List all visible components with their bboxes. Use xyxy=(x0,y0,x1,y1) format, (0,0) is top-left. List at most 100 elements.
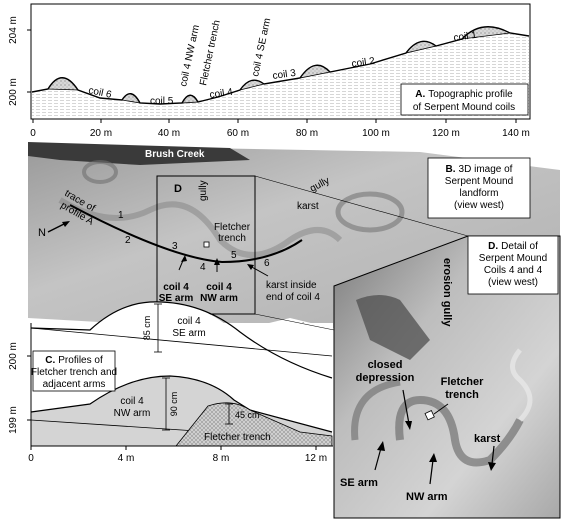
svg-text:Serpent Mound: Serpent Mound xyxy=(445,176,513,187)
coil-3-label: coil 3 xyxy=(272,68,297,82)
se-arm-d-label: SE arm xyxy=(340,477,378,489)
fletcher-trench-marker xyxy=(203,241,210,248)
panel-a-x-axis: 0 20 m 40 m 60 m 80 m 100 m 120 m 140 m xyxy=(30,119,530,139)
karst-inside-line1: karst inside xyxy=(266,280,317,291)
coil-number: 4 xyxy=(200,262,206,273)
panel-a-x-tick: 20 m xyxy=(90,128,112,139)
topographic-profile-line xyxy=(31,26,530,105)
karst-label: karst xyxy=(297,201,319,212)
brush-creek-label: Brush Creek xyxy=(145,149,205,160)
closed-depression-line2: depression xyxy=(356,372,415,384)
panel-a-caption: A. Topographic profile of Serpent Mound c… xyxy=(400,83,529,116)
panel-c-y-bottom: 199 m xyxy=(8,406,19,434)
serpent-body xyxy=(58,197,343,258)
panel-a-x-tick: 140 m xyxy=(502,128,530,139)
nw-height-label: 90 cm xyxy=(169,392,179,417)
trench-depth-label: 45 cm xyxy=(235,410,260,420)
fletcher-line1: Fletcher xyxy=(441,376,485,388)
svg-text:adjacent arms: adjacent arms xyxy=(43,379,106,390)
fletcher-d-leader xyxy=(433,403,449,415)
panel-c-caption: C. Profiles of Fletcher trench and adjace… xyxy=(31,350,117,392)
detail-connector xyxy=(254,175,469,237)
coil-tail xyxy=(82,160,118,184)
coil-4-se-arm-b: coil 4 SE arm xyxy=(159,282,194,304)
brush-creek-band xyxy=(28,142,250,165)
closed-depression-arrow xyxy=(402,389,410,425)
panel-c-x-tick: 8 m xyxy=(213,453,230,464)
panel-c: 200 m 199 m 0 4 m 8 m 12 m 85 cm coil 4 … xyxy=(8,301,333,464)
coil-number: 3 xyxy=(172,241,178,252)
nw-arm-line1: coil 4 xyxy=(120,396,144,407)
coil-number: 2 xyxy=(125,235,131,246)
serpent-arm-ridge xyxy=(395,395,524,467)
svg-text:D.Detail of: D. Detail of xyxy=(488,241,538,252)
panel-a-x-tick: 40 m xyxy=(158,128,180,139)
panel-a-x-tick: 60 m xyxy=(227,128,249,139)
panel-a: 204 m 200 m 0 20 m 40 m 60 m 80 m 100 m … xyxy=(8,3,531,139)
arrow-head-icon xyxy=(377,441,385,451)
svg-text:Serpent Mound: Serpent Mound xyxy=(479,253,547,264)
panel-c-x-tick: 4 m xyxy=(118,453,135,464)
panel-a-x-tick: 100 m xyxy=(362,128,390,139)
se-arm-line2: SE arm xyxy=(172,328,205,339)
panel-a-x-tick: 80 m xyxy=(296,128,318,139)
panel-c-y-top: 200 m xyxy=(8,342,19,370)
coil-6-label: coil 6 xyxy=(87,85,113,101)
fletcher-trench-d-marker xyxy=(424,410,435,421)
detail-d-marker: D xyxy=(174,183,182,195)
panel-d: D. Detail of Serpent Mound Coils 4 and 4 … xyxy=(333,235,561,519)
erosion-gully-label: erosion gully xyxy=(441,258,453,327)
se-arm-arrow xyxy=(374,447,382,471)
serpent-arm-ridge xyxy=(351,378,401,441)
serpent-arm-highlight xyxy=(510,348,533,422)
coil-4-nw-arm-b: coil 4 NW arm xyxy=(200,282,238,304)
nw-arm-profile xyxy=(30,375,333,433)
coil-5-label: coil 5 xyxy=(150,96,174,107)
svg-text:A.Topographic profile: A. Topographic profile xyxy=(415,89,513,100)
panel-c-x-tick: 12 m xyxy=(305,453,327,464)
fletcher-line2: trench xyxy=(445,389,479,401)
svg-text:B.3D image of: B. 3D image of xyxy=(446,164,513,175)
se-arm-base xyxy=(30,327,333,357)
trench-label: Fletcher trench xyxy=(204,432,271,443)
nw-arm-line2: NW arm xyxy=(114,408,151,419)
coil-number: 6 xyxy=(264,258,270,269)
panel-a-x-tick: 0 xyxy=(30,128,36,139)
fletcher-trench-fill xyxy=(175,402,333,447)
se-height-label: 85 cm xyxy=(142,316,152,341)
karst-d-label: karst xyxy=(474,433,501,445)
panel-a-x-tick: 120 m xyxy=(432,128,460,139)
coil-number: 1 xyxy=(118,210,124,221)
karst-inside-line2: end of coil 4 xyxy=(266,292,320,303)
coil-2-label: coil 2 xyxy=(351,56,376,70)
arrow-head-icon xyxy=(488,462,496,471)
svg-text:Fletcher trench and: Fletcher trench and xyxy=(31,367,117,378)
coil-number: 5 xyxy=(231,250,237,261)
gully-shadow xyxy=(356,295,430,360)
panel-a-y-top: 204 m xyxy=(8,16,19,44)
detail-connector xyxy=(254,313,335,331)
panel-a-caption-line2: of Serpent Mound coils xyxy=(413,102,515,113)
north-arrow-icon: N xyxy=(38,221,70,239)
oval-embankment xyxy=(335,191,405,233)
se-arm-profile xyxy=(30,301,333,379)
coil-1-label: coil 1 xyxy=(453,30,478,44)
terrain-3d-image xyxy=(28,145,560,330)
svg-text:Coils 4 and 4: Coils 4 and 4 xyxy=(484,265,543,276)
panel-d-caption: D. Detail of Serpent Mound Coils 4 and 4 … xyxy=(467,235,559,295)
closed-depression-line1: closed xyxy=(368,359,403,371)
gully-label-d: gully xyxy=(198,180,209,201)
se-arm-line1: coil 4 xyxy=(177,316,201,327)
svg-text:landform: landform xyxy=(460,188,499,199)
karst-d-arrow xyxy=(491,445,495,465)
svg-text:(view west): (view west) xyxy=(454,200,504,211)
panel-a-caption-line1: Topographic profile xyxy=(428,89,513,100)
nw-arm-arrow xyxy=(429,459,434,485)
arrow-head-icon xyxy=(429,453,437,462)
panel-a-y-bottom: 200 m xyxy=(8,78,19,106)
svg-text:N: N xyxy=(38,227,46,239)
panel-c-x-tick: 0 xyxy=(28,453,34,464)
panel-a-caption-letter: A. xyxy=(415,89,425,100)
panel-b-caption: B. 3D image of Serpent Mound landform (vi… xyxy=(427,157,531,219)
